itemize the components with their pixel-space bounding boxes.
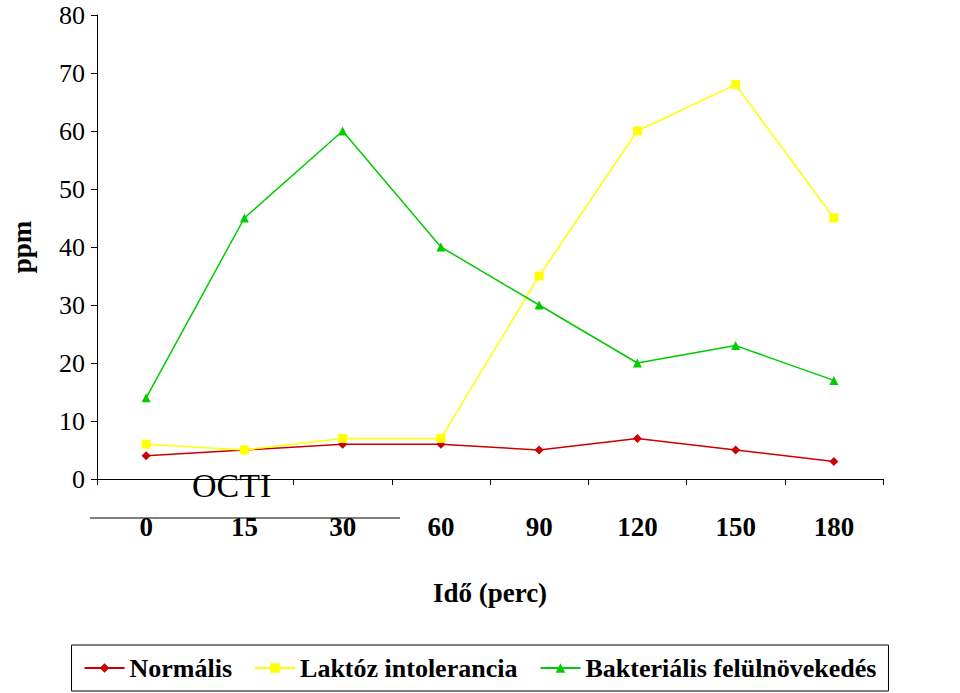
- svg-text:OCTI: OCTI: [192, 467, 271, 504]
- svg-text:60: 60: [427, 512, 454, 542]
- svg-text:180: 180: [814, 512, 855, 542]
- svg-text:80: 80: [59, 1, 85, 30]
- svg-text:150: 150: [715, 512, 756, 542]
- svg-text:Laktóz intolerancia: Laktóz intolerancia: [300, 654, 517, 683]
- svg-text:Normális: Normális: [130, 654, 233, 683]
- svg-text:30: 30: [329, 512, 356, 542]
- svg-text:40: 40: [59, 233, 85, 262]
- svg-text:Bakteriális felülnövekedés: Bakteriális felülnövekedés: [585, 654, 876, 683]
- svg-text:20: 20: [59, 349, 85, 378]
- svg-text:120: 120: [617, 512, 658, 542]
- svg-text:30: 30: [59, 291, 85, 320]
- svg-text:0: 0: [139, 512, 153, 542]
- svg-text:ppm: ppm: [7, 220, 37, 273]
- svg-text:50: 50: [59, 175, 85, 204]
- svg-text:60: 60: [59, 117, 85, 146]
- svg-text:10: 10: [59, 407, 85, 436]
- svg-text:90: 90: [526, 512, 553, 542]
- svg-text:70: 70: [59, 59, 85, 88]
- svg-text:Idő (perc): Idő (perc): [433, 578, 547, 608]
- svg-text:0: 0: [72, 465, 85, 494]
- svg-text:15: 15: [231, 512, 258, 542]
